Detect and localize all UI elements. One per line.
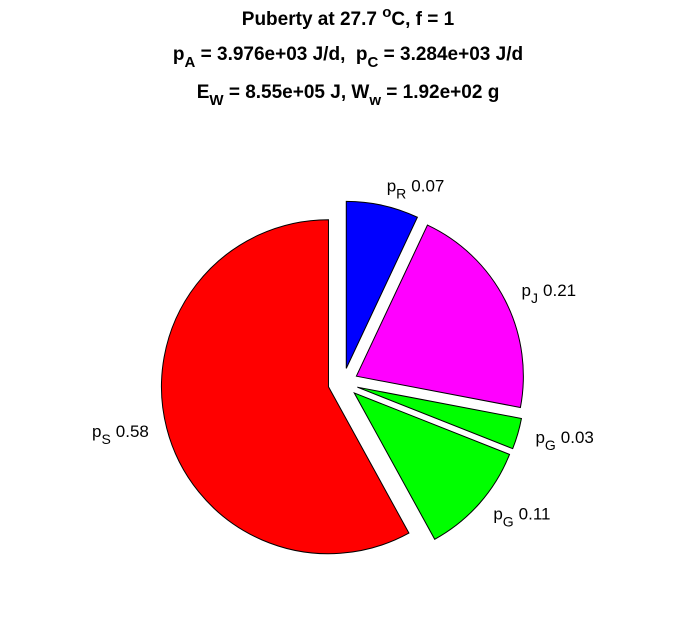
label-name: p [493, 505, 502, 524]
pie-slice [161, 219, 410, 555]
label-name: p [522, 282, 531, 301]
slice-label: pJ 0.21 [522, 282, 577, 306]
label-sub: S [101, 431, 110, 447]
title-segment: C, f = 1 [391, 9, 454, 30]
slice-label: pG 0.03 [535, 428, 593, 452]
chart-title: Puberty at 27.7 oC, f = 1 [242, 4, 455, 30]
label-value: 0.07 [411, 177, 444, 196]
pie-slice [345, 200, 419, 369]
label-sub: G [545, 437, 556, 453]
title-segment: = 3.976e+03 J/d, p [195, 44, 367, 65]
title-segment: W [209, 92, 224, 109]
title-segment: w [368, 92, 381, 109]
title-segment: = 1.92e+02 g [381, 82, 499, 103]
label-sub: J [531, 290, 538, 306]
label-value: 0.58 [116, 422, 149, 441]
label-value: 0.03 [561, 428, 594, 447]
chart-title: pA = 3.976e+03 J/d, pC = 3.284e+03 J/d [173, 44, 523, 71]
title-segment: E [197, 82, 210, 103]
slice-label: pR 0.07 [387, 177, 445, 201]
pie-slice [355, 224, 524, 409]
label-value: 0.11 [519, 505, 551, 524]
title-segment: C [368, 54, 379, 71]
title-segment: p [173, 44, 185, 65]
title-segment: o [382, 4, 391, 21]
label-value: 0.21 [543, 282, 576, 301]
title-segment: A [185, 54, 196, 71]
pie-slice [357, 386, 523, 450]
slice-label: pG 0.11 [493, 505, 550, 529]
title-segment: = 3.284e+03 J/d [378, 44, 523, 65]
label-sub: R [396, 185, 406, 201]
label-name: p [387, 177, 396, 196]
pie-slice [353, 391, 511, 540]
label-name: p [535, 428, 544, 447]
slice-label: pS 0.58 [92, 422, 149, 446]
label-name: p [92, 422, 101, 441]
title-segment: Puberty at 27.7 [242, 9, 382, 30]
title-segment: = 8.55e+05 J, W [224, 82, 370, 103]
chart-title: EW = 8.55e+05 J, Ww = 1.92e+02 g [197, 82, 500, 109]
label-sub: G [503, 513, 514, 529]
